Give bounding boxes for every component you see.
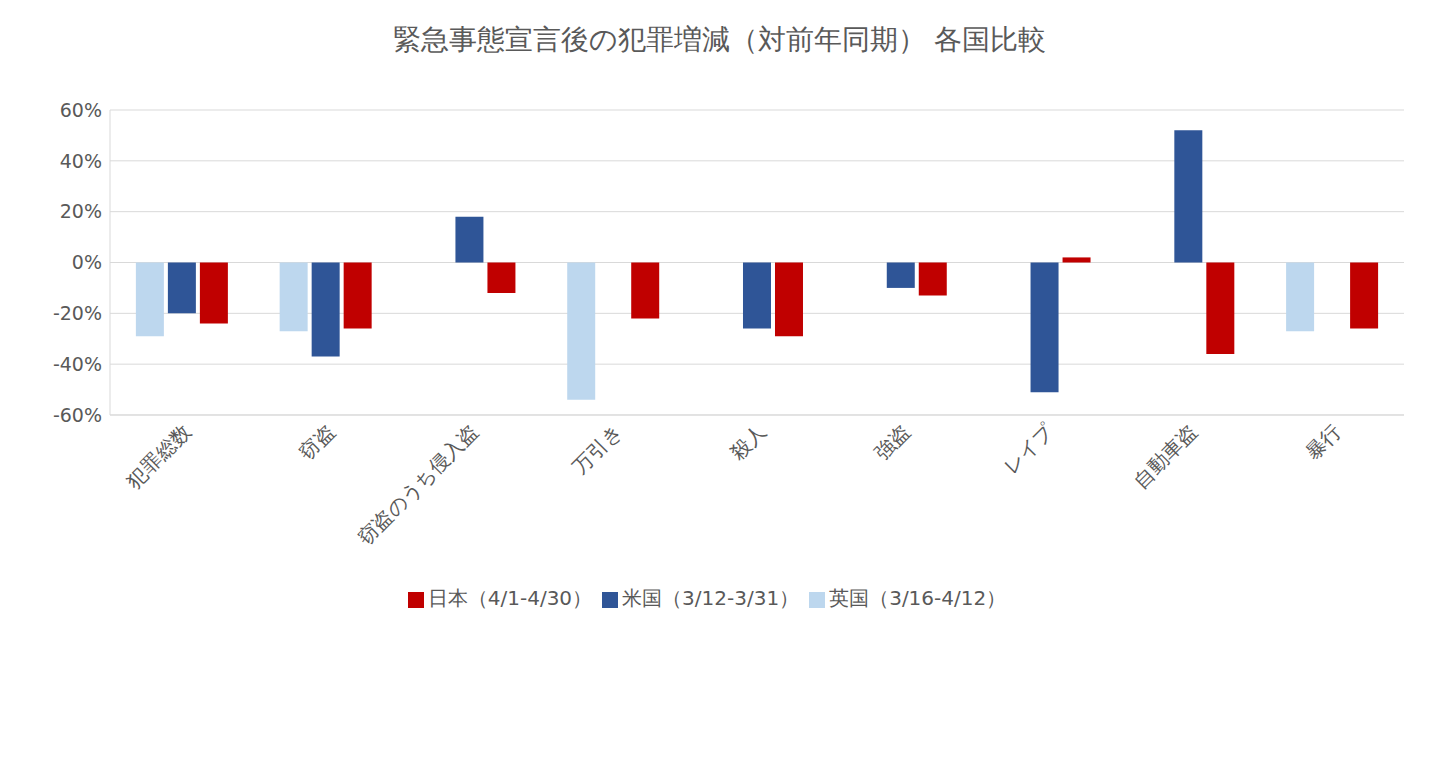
html-text:緊急事態宣言後の犯罪増減（対前年同期） 各国比較: 緊急事態宣言後の犯罪増減（対前年同期） 各国比較 (392, 23, 1047, 56)
svg-text:40%: 40% (60, 150, 102, 172)
svg-text:0%: 0% (72, 251, 102, 273)
svg-text:60%: 60% (60, 99, 102, 121)
svg-text:窃盗のうち侵入盗: 窃盗のうち侵入盗 (353, 420, 483, 550)
svg-text:万引き: 万引き (567, 420, 626, 479)
svg-text:自動車盗: 自動車盗 (1128, 420, 1202, 494)
svg-text:強盗: 強盗 (869, 420, 914, 465)
svg-text:殺人: 殺人 (725, 420, 770, 465)
svg-text:窃盗: 窃盗 (294, 420, 339, 465)
svg-text:-60%: -60% (53, 404, 102, 426)
svg-text:-40%: -40% (53, 353, 102, 375)
html-text:米国（3/12-3/31）: 米国（3/12-3/31） (622, 586, 800, 610)
html-text:日本（4/1-4/30）: 日本（4/1-4/30） (427, 586, 593, 610)
svg-text:20%: 20% (60, 200, 102, 222)
svg-text:-20%: -20% (53, 302, 102, 324)
svg-text:暴行: 暴行 (1300, 420, 1345, 465)
html-text:英国（3/16-4/12）: 英国（3/16-4/12） (829, 586, 1007, 610)
svg-text:犯罪総数: 犯罪総数 (122, 420, 196, 494)
svg-text:レイプ: レイプ (999, 419, 1059, 479)
